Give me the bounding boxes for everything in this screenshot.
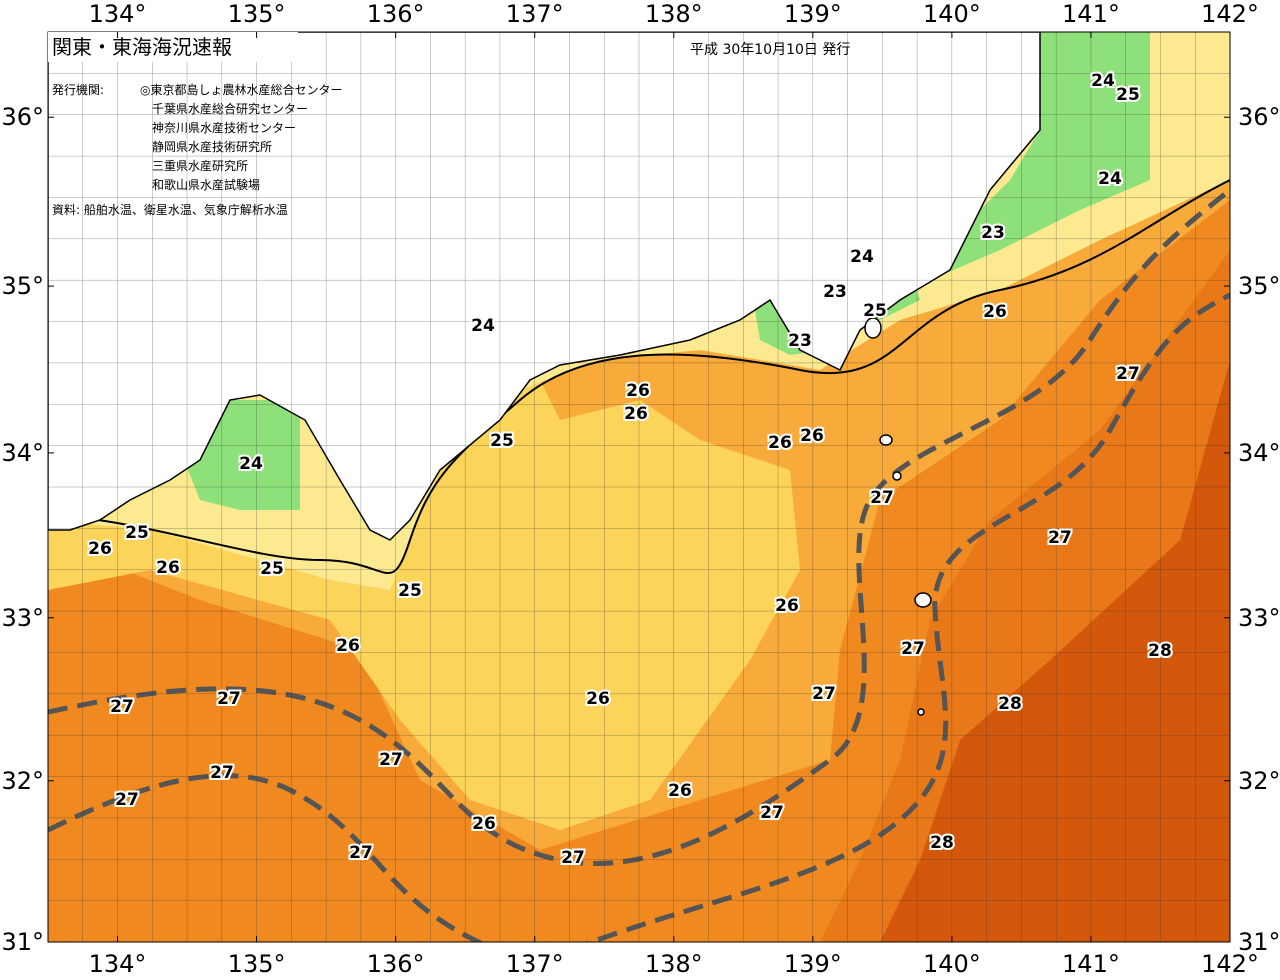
x-tick-label: 139° [784,950,842,978]
y-tick-label: 33° [1238,604,1280,632]
zone-27b [820,250,1230,942]
x-tick-label: 138° [645,0,703,28]
x-tick-label: 142° [1201,0,1259,28]
contour-label: 27 [210,763,234,783]
y-tick-label: 31° [1238,928,1280,956]
contour-label: 27 [349,843,373,863]
contour-label: 25 [398,581,422,601]
agency: 静岡県水産技術研究所 [152,139,272,154]
contour-label: 27 [1116,364,1140,384]
y-tick-label: 32° [1,767,44,795]
contour-label: 25 [863,301,887,321]
contour-label: 27 [110,697,134,717]
issue-date: 平成 30年10月10日 発行 [690,42,850,58]
contour-label: 26 [586,689,610,709]
y-tick-label: 34° [1,439,44,467]
contour-label: 27 [217,689,241,709]
contour-label: 25 [125,523,149,543]
contour-label: 28 [998,694,1022,714]
frame [47,31,1231,943]
contour-label: 25 [1116,85,1140,105]
contour-label: 23 [823,282,847,302]
title: 関東・東海海況速報 [52,35,232,59]
y-tick-label: 35° [1,272,44,300]
contour-label: 26 [668,781,692,801]
contour-label: 27 [901,639,925,659]
contour-label: 25 [490,431,514,451]
islands [864,317,932,716]
contour-label: 27 [561,848,585,868]
contour-label: 27 [812,684,836,704]
y-tick-label: 36° [1238,103,1280,131]
x-tick-label: 135° [228,950,286,978]
contour-label: 27 [115,790,139,810]
x-tick-label: 135° [228,0,286,28]
agency: 和歌山県水産試験場 [152,177,260,192]
x-tick-label: 138° [645,950,703,978]
x-tick-label: 136° [367,0,425,28]
contour-label: 26 [775,596,799,616]
contour-label: 23 [788,331,812,351]
x-tick-label: 140° [923,0,981,28]
x-tick-label: 141° [1062,950,1120,978]
y-tick-label: 32° [1238,767,1280,795]
contour-label: 26 [336,636,360,656]
contour-label: 26 [768,433,792,453]
contour-label: 27 [870,488,894,508]
map-body [48,32,1230,942]
agency-list: ◎東京都島しょ農林水産総合センター千葉県水産総合研究センター神奈川県水産技術セン… [140,82,342,192]
contour-label: 26 [626,381,650,401]
contour-label: 27 [760,803,784,823]
contour-label: 24 [471,316,495,336]
x-tick-label: 142° [1201,950,1259,978]
y-tick-label: 34° [1238,439,1280,467]
x-tick-label: 137° [506,950,564,978]
contour-label: 26 [88,539,112,559]
contour-label: 23 [981,223,1005,243]
x-tick-label: 134° [89,950,147,978]
contour-label: 24 [239,454,263,474]
x-tick-label: 136° [367,950,425,978]
contour-label: 24 [1098,169,1122,189]
y-tick-label: 35° [1238,272,1280,300]
x-tick-label: 139° [784,0,842,28]
x-tick-label: 137° [506,0,564,28]
agency: 神奈川県水産技術センター [152,120,296,135]
x-tick-label: 134° [89,0,147,28]
zone-28 [880,360,1230,942]
agency-label: 発行機関: [52,82,104,97]
contour-label: 24 [850,247,874,267]
contour-label: 26 [983,302,1007,322]
contour-label: 26 [472,814,496,834]
y-tick-label: 33° [1,604,44,632]
minor-grid [48,32,1230,942]
y-tick-label: 31° [1,928,44,956]
contour-label: 26 [624,404,648,424]
x-tick-label: 141° [1062,0,1120,28]
contour-label: 28 [1148,641,1172,661]
x-tick-label: 140° [923,950,981,978]
contour-label: 25 [260,559,284,579]
agency: 三重県水産研究所 [152,158,248,173]
agency: 千葉県水産総合研究センター [152,101,308,116]
contour-label: 28 [930,833,954,853]
contour-label: 26 [800,426,824,446]
contour-label: 27 [379,750,403,770]
agency: ◎東京都島しょ農林水産総合センター [140,82,342,97]
contour-label: 26 [156,558,180,578]
sources: 資料: 船舶水温、衛星水温、気象庁解析水温 [52,202,288,217]
contour-label: 24 [1091,71,1115,91]
kuroshio-axis [48,188,1230,942]
contour-label: 27 [1048,528,1072,548]
y-tick-label: 36° [1,103,44,131]
isotherm-25 [48,179,1230,575]
